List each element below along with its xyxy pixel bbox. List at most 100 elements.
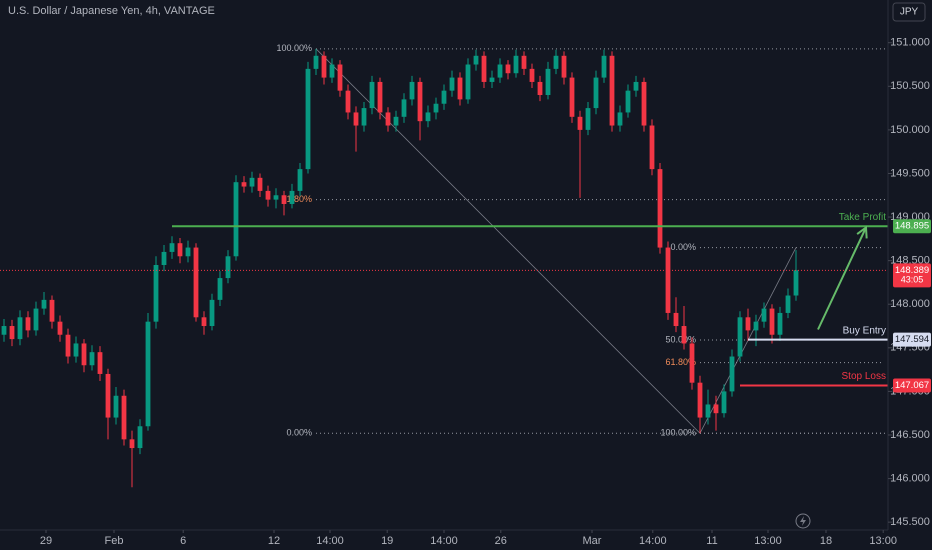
candle-body [425, 112, 431, 122]
candle-body [265, 190, 271, 200]
x-tick-label: 13:00 [869, 535, 897, 547]
candle-body [545, 68, 551, 96]
level-price-label: 147.594 [895, 334, 929, 345]
candle-body [721, 391, 727, 414]
x-tick-label: 14:00 [316, 535, 344, 547]
candle-body [657, 169, 663, 248]
candle-body [521, 55, 527, 69]
y-tick-label: 148.000 [890, 298, 930, 310]
level-price-label: 147.067 [895, 380, 929, 391]
currency-button[interactable] [892, 2, 926, 22]
candle-body [217, 278, 223, 300]
candle-body [793, 270, 799, 296]
chart-title: U.S. Dollar / Japanese Yen, 4h, VANTAGE [8, 5, 215, 17]
level-annotation: Take Profit [839, 212, 886, 223]
candle-body [49, 299, 55, 322]
plot-area: 100.00% 61.80% 0.00% 0.00% 50.00% 61.80% 100.0… [0, 43, 888, 488]
x-tick-label: Feb [105, 535, 124, 547]
candle-body [225, 256, 231, 279]
candle-body [641, 81, 647, 126]
level-price-label: 148.895 [895, 221, 929, 232]
candle-body [777, 312, 783, 335]
x-tick-label: 12 [268, 535, 280, 547]
candle-body [329, 64, 335, 78]
candle-body [593, 77, 599, 109]
candle-body [697, 382, 703, 418]
candle-body [537, 81, 543, 96]
level-price-box [893, 378, 931, 393]
candle-body [273, 195, 279, 200]
candle-body [145, 321, 151, 427]
candle-body [65, 334, 71, 357]
candle-body [601, 55, 607, 78]
candle-body [569, 77, 575, 117]
candle-body [705, 404, 711, 418]
candle-body [441, 90, 447, 104]
y-tick-label: 145.500 [890, 516, 930, 528]
fib-level-label: 61.80% [281, 194, 312, 204]
candle-body [313, 55, 319, 69]
candle-body [33, 308, 39, 331]
candle-body [129, 439, 135, 449]
currency-label[interactable]: JPY [900, 7, 919, 18]
alert-icon-circle[interactable] [795, 513, 811, 529]
candle-body [609, 55, 615, 126]
y-tick-label: 146.000 [890, 472, 930, 484]
candle-body [353, 112, 359, 126]
candle-body [753, 321, 759, 331]
y-tick-label: 151.000 [890, 37, 930, 49]
candle-body [89, 352, 95, 366]
x-tick-label: 11 [706, 535, 717, 547]
fib-level-label: 61.80% [665, 357, 696, 367]
candle-body [713, 404, 719, 414]
candle-body [305, 68, 311, 170]
arrow-shaft [817, 227, 867, 330]
candle-body [409, 81, 415, 100]
candle-body [737, 317, 743, 357]
candle-body [25, 317, 31, 331]
candle-body [553, 55, 559, 69]
candle-body [665, 247, 671, 313]
candle-body [81, 343, 87, 366]
candle-body [153, 265, 159, 322]
candle-body [257, 177, 263, 191]
candle-body [369, 81, 375, 109]
y-tick-label: 146.500 [890, 429, 930, 441]
candle-body [529, 68, 535, 82]
candle-body [113, 395, 119, 418]
y-tick-label: 150.000 [890, 124, 930, 136]
candle-body [465, 64, 471, 100]
candle-body [673, 312, 679, 327]
candle-body [161, 251, 167, 265]
candle-body [513, 55, 519, 74]
candle-body [761, 308, 767, 322]
candle-body [281, 195, 287, 204]
x-tick-label: 26 [495, 535, 507, 547]
candle-body [377, 81, 383, 113]
candle-body [41, 299, 47, 309]
x-tick-label: Mar [583, 535, 602, 547]
candle-body [769, 308, 775, 335]
candle-body [73, 343, 79, 357]
x-tick-label: 13:00 [754, 535, 782, 547]
candle-body [201, 317, 207, 327]
candle-body [337, 64, 343, 91]
y-tick-label: 150.500 [890, 80, 930, 92]
candle-body [649, 125, 655, 170]
level-price-box [893, 332, 931, 347]
candle-body [105, 373, 111, 418]
candle-body [169, 243, 175, 252]
y-tick-label: 149.500 [890, 167, 930, 179]
current-price-box [893, 263, 931, 288]
candle-body [321, 55, 327, 78]
fib-level-label: 50.00% [665, 334, 696, 344]
candle-body [401, 99, 407, 117]
candle-body [1, 326, 7, 335]
candle-body [361, 108, 367, 126]
candle-body [481, 55, 487, 82]
alert-icon-bolt[interactable] [800, 516, 806, 526]
alert-icon[interactable] [795, 513, 811, 529]
candle-body [577, 116, 583, 130]
countdown-label: 43:05 [901, 275, 924, 285]
